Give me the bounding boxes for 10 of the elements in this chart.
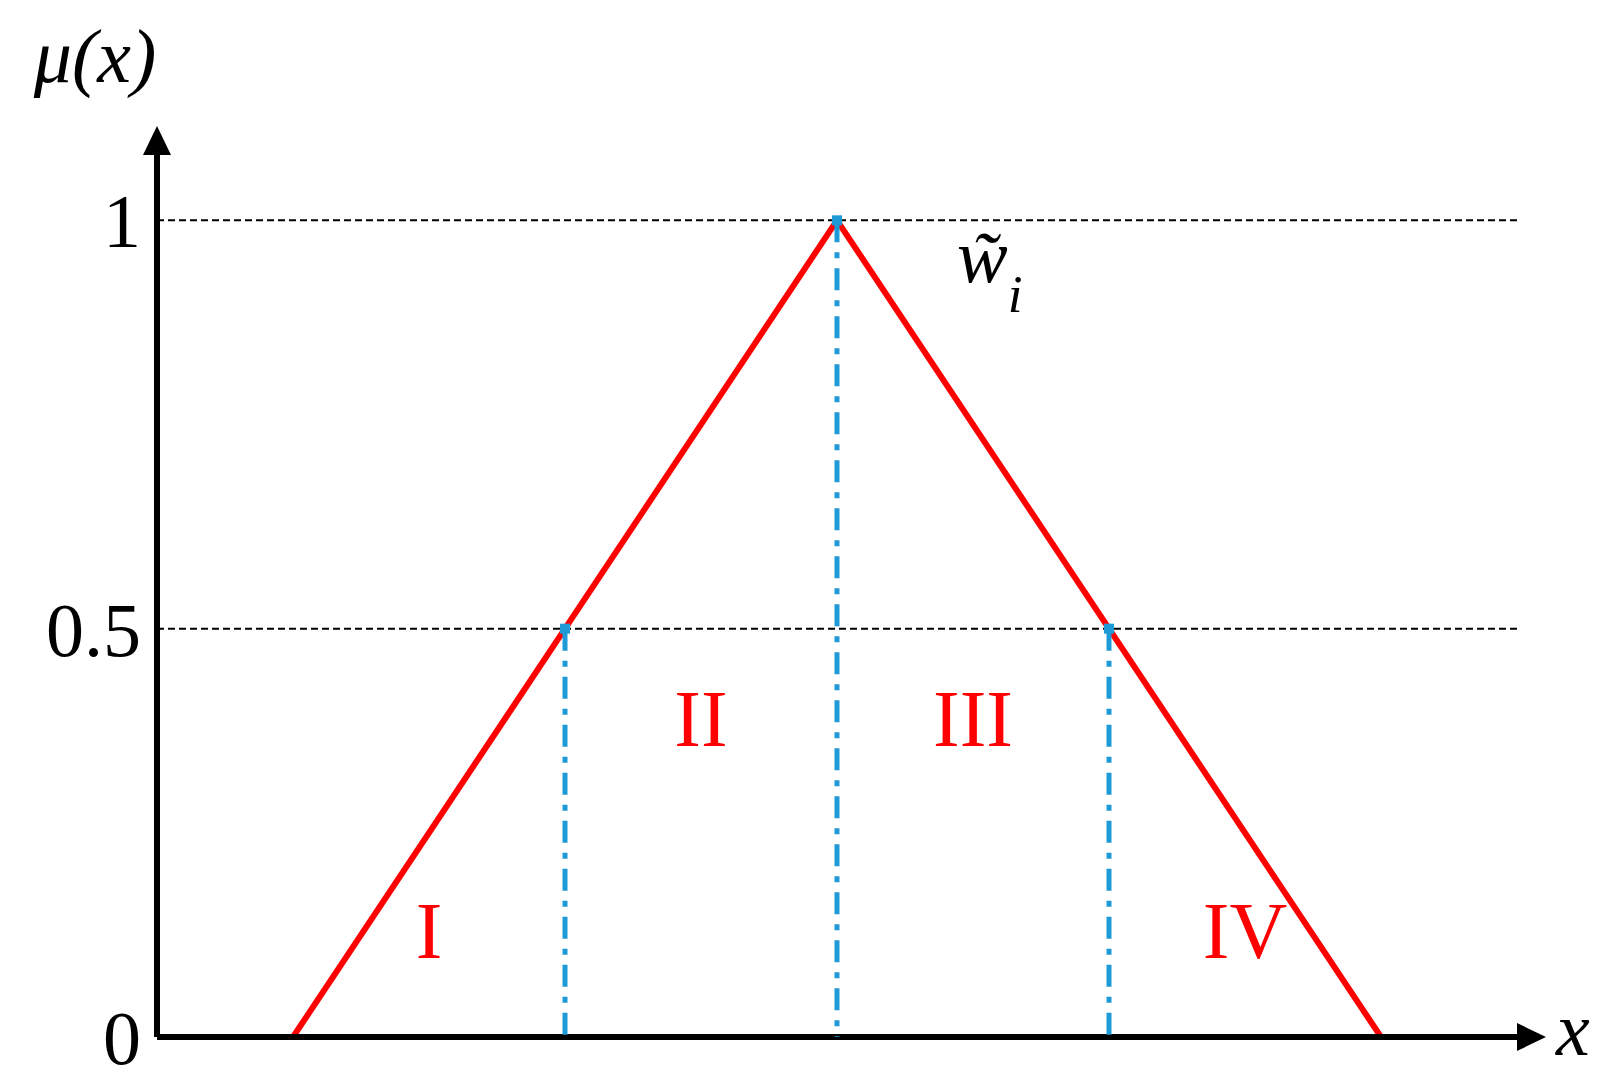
- y-tick-label: 0.5: [46, 587, 141, 672]
- annotation: IV: [1202, 886, 1288, 975]
- annotation: I: [415, 886, 443, 975]
- y-tick-label: 0: [103, 995, 141, 1080]
- y-axis-title: μ(x): [32, 14, 157, 99]
- series-label: w̃$_{i}$: [957, 214, 1023, 324]
- x-axis-title: x: [1555, 987, 1590, 1071]
- y-tick-label: 1: [103, 179, 141, 264]
- annotation: II: [674, 674, 728, 763]
- annotation: III: [933, 674, 1013, 763]
